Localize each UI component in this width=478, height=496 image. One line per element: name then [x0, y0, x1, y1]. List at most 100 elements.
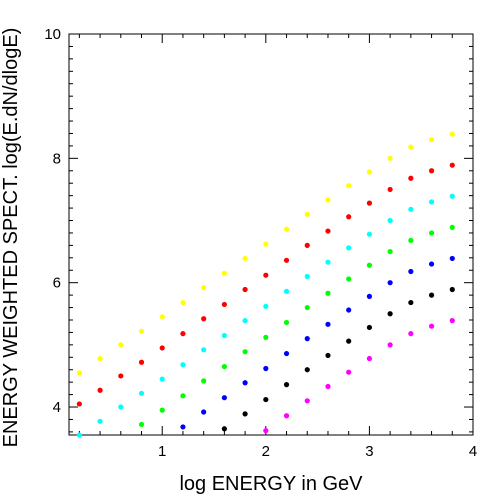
data-point: [159, 376, 165, 382]
data-point: [263, 365, 269, 372]
data-point: [449, 193, 455, 199]
data-point: [346, 214, 352, 220]
y-tick-label: 8: [53, 150, 61, 167]
data-point: [304, 336, 310, 342]
data-point: [304, 242, 310, 248]
data-point: [180, 362, 186, 368]
data-point: [159, 314, 165, 320]
data-point: [283, 350, 290, 357]
series-4: [180, 255, 455, 430]
data-point: [263, 396, 269, 403]
data-point: [180, 424, 186, 430]
y-tick-label: 6: [53, 275, 61, 292]
x-axis-title: log ENERGY in GeV: [179, 473, 363, 495]
data-point: [221, 395, 227, 401]
data-point: [449, 286, 455, 293]
y-axis-title: ENERGY WEIGHTED SPECT. log(E.dN/dlogE): [0, 28, 22, 448]
data-point: [283, 226, 290, 232]
data-point: [221, 426, 227, 432]
data-point: [242, 349, 248, 355]
data-point: [76, 401, 82, 407]
data-point: [304, 398, 310, 404]
data-point: [283, 288, 290, 294]
data-point: [159, 345, 165, 351]
series-1: [76, 162, 455, 407]
data-point: [449, 255, 455, 262]
series-5: [221, 286, 455, 432]
data-point: [408, 206, 414, 212]
data-point: [242, 380, 248, 386]
series-0: [76, 131, 455, 376]
data-point: [76, 432, 82, 438]
data-point: [366, 355, 373, 362]
data-point: [221, 270, 227, 276]
data-point: [387, 155, 393, 161]
series-6: [263, 318, 455, 434]
data-point: [346, 338, 352, 344]
data-point: [346, 307, 352, 313]
series-3: [138, 224, 455, 428]
data-point: [449, 162, 455, 168]
data-point: [387, 186, 393, 193]
data-point: [263, 241, 269, 247]
data-point: [242, 255, 248, 262]
data-point: [283, 257, 290, 263]
data-point: [180, 299, 186, 306]
data-point: [221, 364, 227, 370]
data-point: [304, 211, 310, 217]
data-point: [138, 328, 145, 334]
data-point: [325, 197, 331, 203]
axis-ticks: 1 2 3 4 4 6 8 10: [44, 26, 477, 460]
data-point: [325, 383, 331, 390]
data-point: [138, 421, 145, 428]
data-point: [242, 411, 248, 417]
data-point: [428, 292, 435, 298]
data-point: [304, 367, 310, 373]
data-point: [366, 262, 373, 268]
data-point: [346, 276, 352, 282]
data-point: [366, 293, 373, 299]
data-point: [387, 248, 393, 255]
data-point: [201, 347, 207, 353]
y-tick-label: 10: [44, 26, 61, 43]
data-point: [242, 286, 248, 293]
data-point: [408, 175, 414, 181]
data-point: [138, 390, 145, 396]
data-point: [138, 359, 145, 365]
data-point: [387, 311, 393, 317]
data-point: [366, 324, 373, 331]
data-point: [283, 382, 290, 388]
data-point: [118, 342, 124, 348]
data-point: [118, 404, 124, 410]
data-point: [325, 321, 331, 327]
data-point: [387, 217, 393, 224]
data-point: [408, 299, 414, 306]
x-tick-label: 4: [469, 443, 477, 460]
data-point: [387, 280, 393, 286]
data-point: [283, 413, 290, 419]
x-tick-label: 3: [365, 443, 373, 460]
data-point: [346, 369, 352, 375]
data-point: [408, 331, 414, 337]
data-points: [76, 131, 455, 438]
data-point: [408, 144, 414, 150]
plot-frame: [68, 33, 474, 436]
data-point: [201, 378, 207, 384]
data-point: [366, 231, 373, 237]
data-point: [366, 200, 373, 206]
data-point: [201, 409, 207, 415]
data-point: [201, 316, 207, 322]
data-point: [97, 418, 103, 424]
data-point: [408, 237, 414, 244]
data-point: [180, 393, 186, 399]
data-point: [387, 342, 393, 348]
series-2: [76, 193, 455, 438]
data-point: [428, 199, 435, 205]
data-point: [97, 387, 103, 393]
data-point: [366, 169, 373, 175]
data-point: [76, 370, 82, 376]
data-point: [304, 273, 310, 280]
data-point: [283, 319, 290, 326]
data-point: [263, 428, 269, 434]
